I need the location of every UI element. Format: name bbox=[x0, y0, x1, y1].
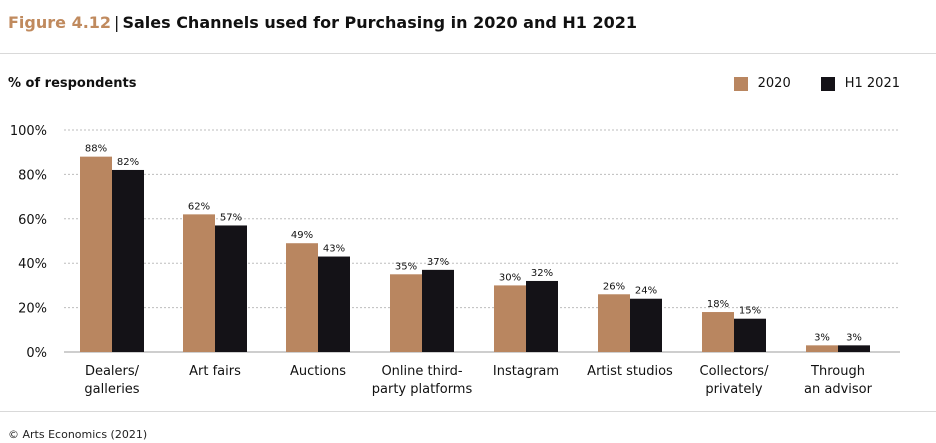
legend-swatch-h1-2021 bbox=[820, 76, 835, 91]
data-label: 15% bbox=[739, 306, 761, 317]
bar bbox=[702, 312, 734, 352]
data-label: 88% bbox=[85, 144, 107, 155]
data-label: 49% bbox=[291, 230, 313, 241]
data-label: 32% bbox=[531, 268, 553, 279]
data-label: 3% bbox=[814, 332, 830, 343]
x-tick-label: Online third- bbox=[381, 364, 462, 379]
x-tick-label: Collectors/ bbox=[700, 364, 770, 379]
legend-label-h1-2021: H1 2021 bbox=[844, 76, 900, 91]
figure-label: Figure 4.12 bbox=[8, 13, 112, 32]
bar bbox=[112, 169, 144, 352]
x-tick-label: galleries bbox=[84, 382, 139, 397]
source-credit: © Arts Economics (2021) bbox=[8, 428, 148, 441]
data-label: 57% bbox=[220, 212, 242, 223]
x-tick-label: privately bbox=[705, 382, 763, 397]
bar-chart: 0% 20% 40% 60% 80% 100% 88% 82% Dealers/gallerie… bbox=[10, 124, 900, 397]
data-label: 82% bbox=[117, 157, 139, 168]
bar bbox=[630, 298, 662, 352]
legend-swatch-2020 bbox=[733, 76, 748, 91]
y-tick-label: 20% bbox=[18, 302, 47, 317]
y-tick-label: 60% bbox=[18, 213, 47, 228]
legend-label-2020: 2020 bbox=[757, 76, 791, 91]
legend-item-2020: 2020 bbox=[733, 76, 791, 91]
bar bbox=[598, 294, 630, 352]
y-tick-label: 80% bbox=[18, 168, 47, 183]
bar bbox=[526, 280, 558, 352]
y-axis-label: % of respondents bbox=[8, 76, 137, 91]
bottom-divider bbox=[0, 411, 936, 412]
y-tick-label: 40% bbox=[18, 257, 47, 272]
bar bbox=[183, 214, 215, 352]
legend-item-h1-2021: H1 2021 bbox=[820, 76, 900, 91]
x-tick-label: Dealers/ bbox=[85, 364, 140, 379]
data-label: 43% bbox=[323, 244, 345, 255]
x-tick-label: party platforms bbox=[372, 382, 473, 397]
bar bbox=[215, 225, 247, 352]
figure-title-text: Sales Channels used for Purchasing in 20… bbox=[122, 13, 638, 32]
data-label: 37% bbox=[427, 257, 449, 268]
x-tick-label: Art fairs bbox=[189, 364, 241, 379]
figure-title: Figure 4.12 | Sales Channels used for Purc… bbox=[8, 13, 637, 32]
data-label: 62% bbox=[188, 201, 210, 212]
x-tick-label: Through bbox=[810, 364, 865, 379]
bar bbox=[286, 243, 318, 352]
data-label: 24% bbox=[635, 286, 657, 297]
y-tick-label: 0% bbox=[26, 346, 47, 361]
bar bbox=[734, 318, 766, 352]
data-label: 30% bbox=[499, 272, 521, 283]
x-tick-label: Instagram bbox=[493, 364, 559, 379]
data-label: 26% bbox=[603, 281, 625, 292]
bar bbox=[80, 156, 112, 352]
data-label: 35% bbox=[395, 261, 417, 272]
top-divider bbox=[0, 53, 936, 54]
x-tick-label: an advisor bbox=[804, 382, 873, 397]
bar bbox=[318, 256, 350, 352]
data-label: 3% bbox=[846, 332, 862, 343]
bar bbox=[390, 274, 422, 352]
chart-legend: 2020 H1 2021 bbox=[704, 76, 900, 91]
bar bbox=[838, 345, 870, 352]
figure-separator: | bbox=[114, 13, 120, 32]
bar bbox=[494, 285, 526, 352]
x-tick-label: Artist studios bbox=[587, 364, 673, 379]
y-tick-label: 100% bbox=[10, 124, 47, 139]
x-tick-label: Auctions bbox=[290, 364, 346, 379]
bar bbox=[422, 269, 454, 352]
bar bbox=[806, 345, 838, 352]
data-label: 18% bbox=[707, 299, 729, 310]
